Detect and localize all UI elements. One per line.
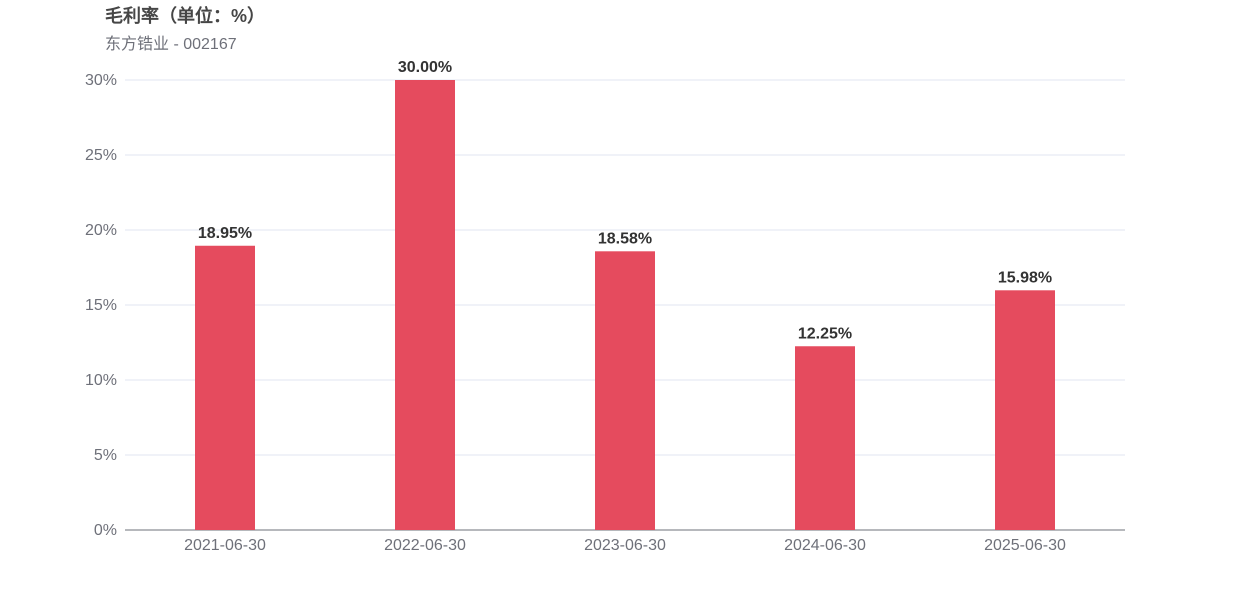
bar bbox=[995, 290, 1055, 530]
x-tick-label: 2025-06-30 bbox=[984, 537, 1066, 554]
y-tick-label: 10% bbox=[85, 372, 117, 389]
y-tick-label: 30% bbox=[85, 72, 117, 89]
y-tick-label: 25% bbox=[85, 147, 117, 164]
data-label: 18.95% bbox=[198, 225, 252, 242]
x-tick-label: 2022-06-30 bbox=[384, 537, 466, 554]
x-tick-label: 2024-06-30 bbox=[784, 537, 866, 554]
bar bbox=[795, 346, 855, 530]
x-tick-label: 2021-06-30 bbox=[184, 537, 266, 554]
x-tick-label: 2023-06-30 bbox=[584, 537, 666, 554]
y-tick-label: 20% bbox=[85, 222, 117, 239]
y-tick-label: 15% bbox=[85, 297, 117, 314]
data-label: 18.58% bbox=[598, 230, 652, 247]
data-label: 15.98% bbox=[998, 269, 1052, 286]
bar bbox=[395, 80, 455, 530]
chart-subtitle: 东方锆业 - 002167 bbox=[105, 36, 237, 53]
y-tick-label: 0% bbox=[94, 522, 117, 539]
bar bbox=[595, 251, 655, 531]
chart-title: 毛利率（单位：%） bbox=[105, 6, 266, 26]
data-label: 12.25% bbox=[798, 325, 852, 342]
y-tick-label: 5% bbox=[94, 447, 117, 464]
data-label: 30.00% bbox=[398, 59, 452, 76]
bar bbox=[195, 245, 255, 530]
